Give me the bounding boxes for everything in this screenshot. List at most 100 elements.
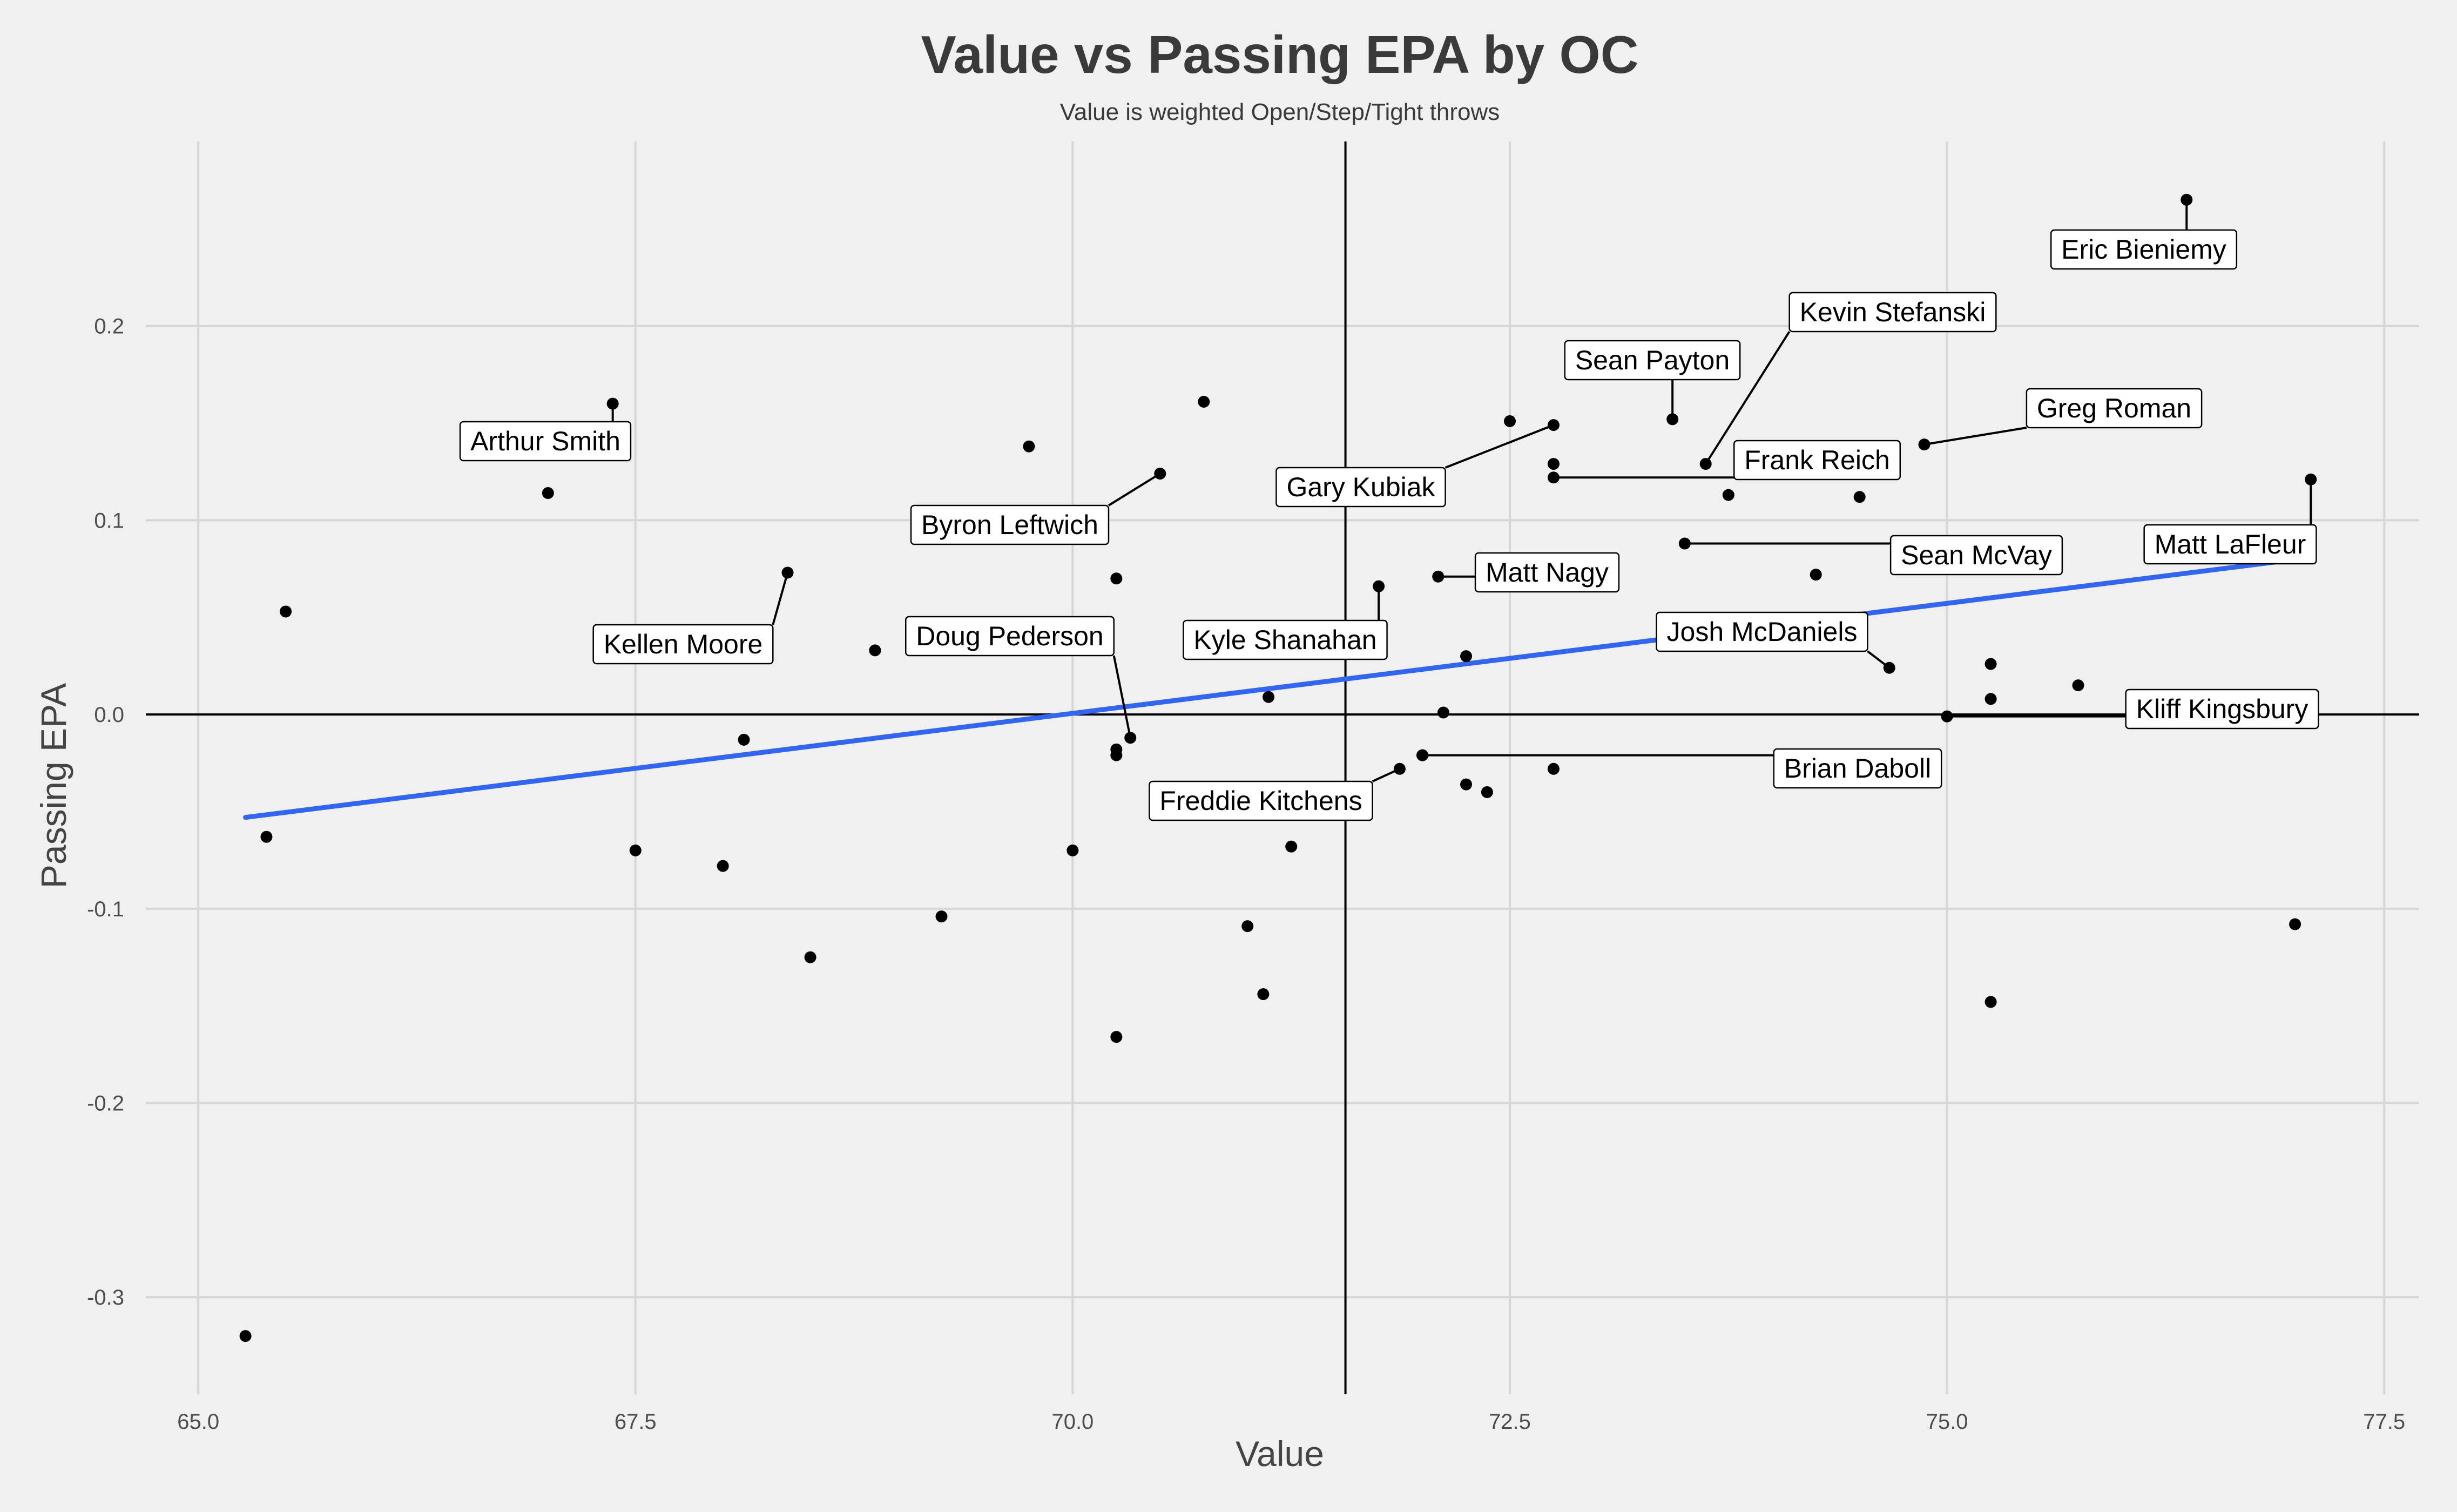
data-point bbox=[1547, 419, 1560, 431]
y-tick-label: 0.0 bbox=[94, 703, 124, 727]
y-axis-title: Passing EPA bbox=[33, 683, 73, 888]
point-label-text: Kyle Shanahan bbox=[1193, 625, 1376, 655]
point-label: Brian Daboll bbox=[1773, 748, 1942, 789]
point-label-box bbox=[1656, 611, 1868, 652]
data-point bbox=[1124, 732, 1137, 744]
y-tick-label: -0.2 bbox=[87, 1091, 124, 1115]
reference-lines bbox=[146, 141, 2419, 1394]
point-label-text: Arthur Smith bbox=[470, 426, 620, 456]
data-point bbox=[1722, 489, 1734, 501]
point-label-text: Byron Leftwich bbox=[921, 510, 1098, 540]
data-point bbox=[1257, 988, 1270, 1001]
label-leaders bbox=[611, 199, 2312, 782]
point-label-box bbox=[2143, 524, 2317, 565]
point-label-text: Eric Bieniemy bbox=[2061, 234, 2226, 265]
chart-title: Value vs Passing EPA by OC bbox=[921, 25, 1639, 84]
data-point bbox=[1810, 569, 1822, 581]
data-point bbox=[1198, 395, 1210, 408]
data-point bbox=[1666, 413, 1679, 426]
point-labels: Arthur Smith Byron Leftwich Kellen Moore Do… bbox=[459, 229, 2319, 821]
data-point bbox=[1883, 662, 1895, 674]
data-point bbox=[1460, 778, 1473, 791]
data-point bbox=[606, 397, 619, 410]
x-tick-label: 77.5 bbox=[2363, 1410, 2405, 1434]
data-point bbox=[717, 860, 729, 872]
point-label-text: Josh McDaniels bbox=[1667, 617, 1858, 647]
data-point bbox=[804, 951, 816, 963]
point-label-box bbox=[1149, 780, 1373, 821]
data-point bbox=[1985, 996, 1997, 1008]
point-label-text: Matt LaFleur bbox=[2155, 529, 2306, 559]
data-point bbox=[1985, 658, 1997, 670]
data-point bbox=[1853, 491, 1866, 503]
point-label-text: Sean McVay bbox=[1901, 540, 2052, 570]
point-label: Kevin Stefanski bbox=[1788, 292, 1997, 333]
data-point bbox=[1547, 762, 1560, 775]
tick-labels: 65.0 67.5 70.0 72.5 75.0 77.5 -0.3 -0.2 -0.1 0.0 0… bbox=[87, 315, 2405, 1434]
label-leader-line bbox=[1444, 424, 1554, 469]
data-points bbox=[239, 193, 2317, 1342]
label-leader-line bbox=[1108, 473, 1161, 507]
point-label-box bbox=[1275, 467, 1446, 508]
x-tick-label: 65.0 bbox=[177, 1410, 219, 1434]
point-label: Josh McDaniels bbox=[1656, 611, 1868, 652]
point-label: Kyle Shanahan bbox=[1183, 619, 1388, 660]
point-label-box bbox=[1733, 440, 1901, 481]
point-label-text: Gary Kubiak bbox=[1286, 472, 1435, 502]
data-point bbox=[2072, 679, 2084, 692]
point-label-text: Kliff Kingsbury bbox=[2136, 694, 2308, 724]
y-tick-label: -0.3 bbox=[87, 1286, 124, 1310]
chart-subtitle: Value is weighted Open/Step/Tight throws bbox=[1060, 99, 1500, 125]
regression-line bbox=[243, 555, 2317, 820]
point-label-text: Kellen Moore bbox=[604, 629, 763, 659]
data-point bbox=[260, 831, 273, 843]
point-label: Arthur Smith bbox=[459, 421, 632, 462]
x-axis-title: Value bbox=[1236, 1434, 1324, 1474]
label-leader-line bbox=[1705, 330, 1791, 465]
point-label-box bbox=[2125, 688, 2319, 730]
data-point bbox=[239, 1330, 252, 1342]
point-label: Eric Bieniemy bbox=[2050, 229, 2238, 270]
data-point bbox=[1154, 468, 1166, 480]
data-point bbox=[2181, 193, 2193, 206]
point-label: Kliff Kingsbury bbox=[2125, 688, 2319, 730]
x-tick-label: 72.5 bbox=[1489, 1410, 1531, 1434]
point-label: Doug Pederson bbox=[905, 616, 1115, 657]
point-label: Sean Payton bbox=[1564, 340, 1741, 381]
point-label-box bbox=[592, 624, 774, 665]
x-tick-label: 75.0 bbox=[1926, 1410, 1968, 1434]
data-point bbox=[1393, 762, 1406, 775]
point-label: Greg Roman bbox=[2026, 388, 2203, 429]
grid-lines bbox=[146, 141, 2419, 1394]
point-label-text: Frank Reich bbox=[1744, 445, 1890, 475]
label-leader-line bbox=[1924, 427, 2027, 446]
data-point bbox=[1432, 570, 1444, 583]
data-point bbox=[542, 487, 554, 500]
data-point bbox=[1373, 580, 1385, 592]
data-point bbox=[1460, 650, 1473, 663]
point-label: Kellen Moore bbox=[592, 624, 774, 665]
data-point bbox=[1699, 458, 1712, 470]
data-point bbox=[629, 844, 642, 856]
point-label-text: Brian Daboll bbox=[1784, 753, 1931, 784]
data-point bbox=[869, 644, 881, 657]
point-label-text: Greg Roman bbox=[2037, 393, 2191, 423]
data-point bbox=[738, 733, 750, 746]
data-point bbox=[935, 910, 948, 923]
point-label-box bbox=[910, 504, 1110, 545]
data-point bbox=[1416, 749, 1429, 761]
point-label-box bbox=[459, 421, 632, 462]
label-leader-line bbox=[772, 572, 789, 625]
point-label: Matt LaFleur bbox=[2143, 524, 2317, 565]
x-tick-label: 67.5 bbox=[615, 1410, 657, 1434]
data-point bbox=[1918, 438, 1931, 451]
point-label: Gary Kubiak bbox=[1275, 467, 1446, 508]
data-point bbox=[1941, 710, 1953, 723]
label-leader-line bbox=[1112, 655, 1132, 738]
point-label-text: Doug Pederson bbox=[916, 621, 1103, 651]
data-point bbox=[1547, 471, 1560, 484]
y-tick-label: -0.1 bbox=[87, 897, 124, 921]
point-label-text: Matt Nagy bbox=[1486, 557, 1609, 588]
x-tick-label: 70.0 bbox=[1051, 1410, 1094, 1434]
